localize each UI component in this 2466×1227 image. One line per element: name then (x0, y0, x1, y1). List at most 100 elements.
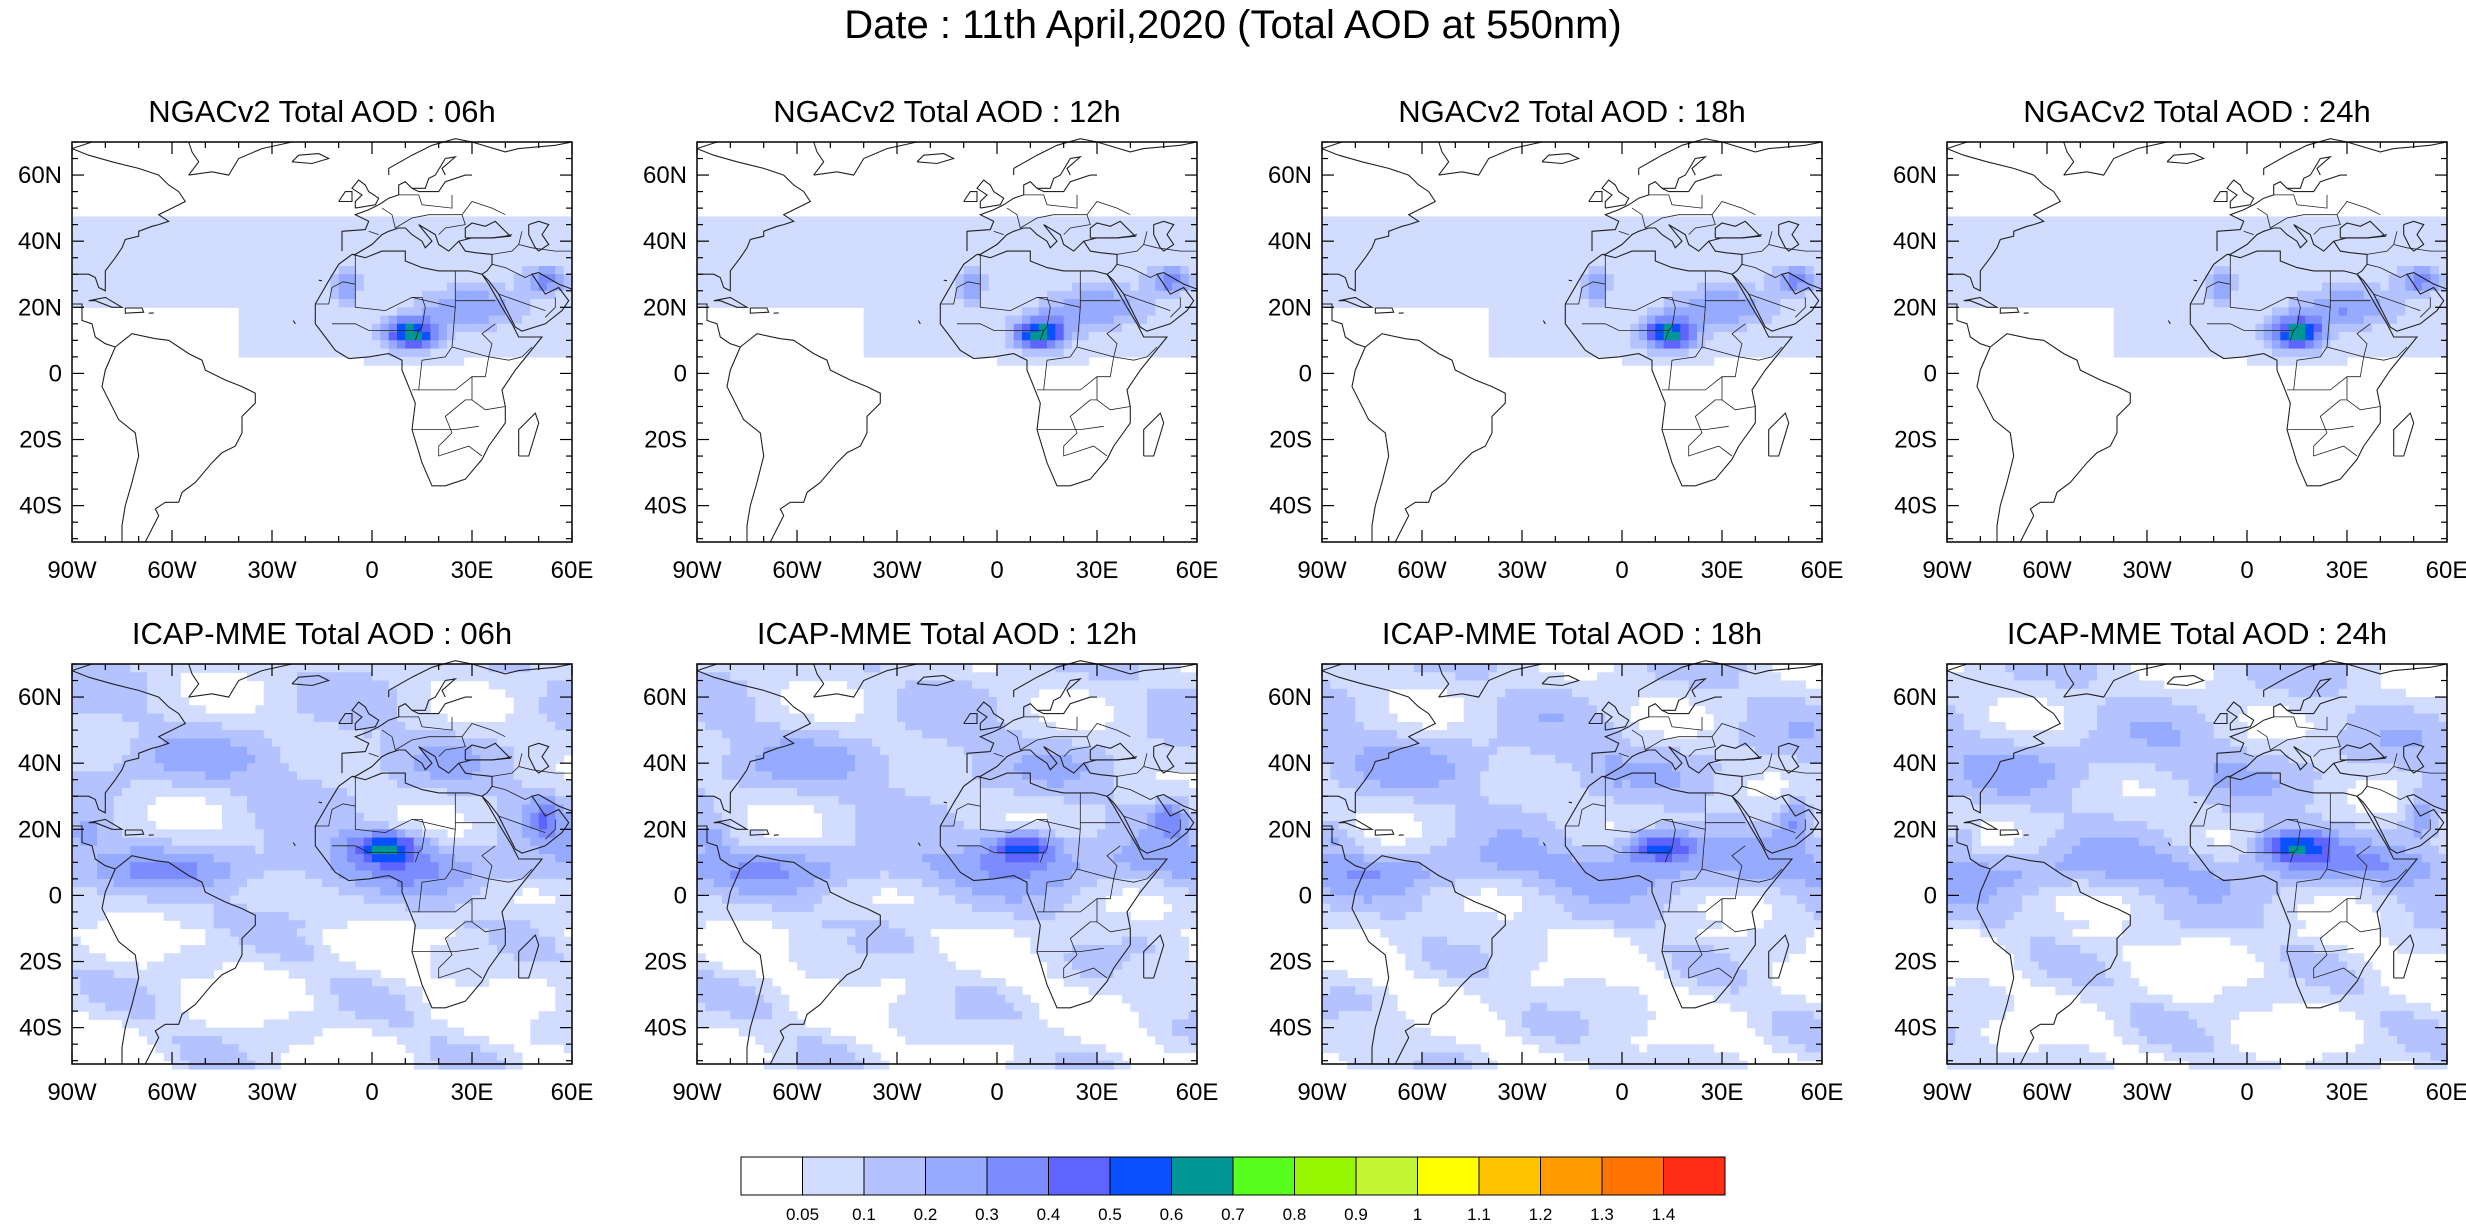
lat-tick-label: 20N (643, 816, 687, 843)
coastline (2214, 192, 2227, 202)
lon-tick-label: 30E (1701, 557, 1744, 584)
colorbar-swatch (1110, 1157, 1172, 1195)
coastline (1014, 139, 1197, 175)
lat-tick-label: 60N (1268, 162, 1312, 189)
country-border (1662, 426, 1729, 429)
lat-tick-label: 20S (1894, 949, 1937, 976)
colorbar-swatch (1418, 1157, 1480, 1195)
lat-tick-label: 20S (19, 949, 62, 976)
lon-tick-label: 90W (1922, 557, 1972, 584)
lat-tick-label: 0 (1299, 360, 1312, 387)
lat-tick-label: 0 (674, 360, 687, 387)
lat-tick-label: 60N (1268, 684, 1312, 711)
colorbar-swatch (1664, 1157, 1726, 1195)
coastline (1352, 347, 1389, 542)
lon-tick-label: 30W (872, 557, 922, 584)
country-border (1097, 400, 1130, 410)
coastline (72, 142, 92, 149)
lat-tick-label: 40N (643, 750, 687, 777)
lat-tick-label: 20N (18, 294, 62, 321)
panel-title: NGACv2 Total AOD : 12h (697, 94, 1197, 130)
lat-tick-label: 0 (1299, 882, 1312, 909)
lat-tick-label: 40S (19, 1015, 62, 1042)
lon-tick-label: 90W (1297, 557, 1347, 584)
lon-tick-label: 0 (990, 1079, 1003, 1106)
panel-title: ICAP-MME Total AOD : 12h (697, 616, 1197, 652)
lat-tick-label: 0 (1924, 360, 1937, 387)
lat-tick-label: 0 (49, 360, 62, 387)
coastline (1977, 347, 2014, 542)
coastline (189, 142, 199, 175)
lat-tick-label: 40S (1894, 493, 1937, 520)
panel-title: NGACv2 Total AOD : 18h (1322, 94, 1822, 130)
country-border (1649, 717, 1702, 730)
coastline (2000, 830, 2018, 835)
lon-tick-label: 90W (672, 557, 722, 584)
colorbar-label: 0.9 (1344, 1205, 1368, 1222)
coastline (944, 802, 947, 803)
lat-tick-label: 40N (1893, 228, 1937, 255)
colorbar-label: 0.5 (1098, 1205, 1122, 1222)
lon-tick-label: 60E (551, 557, 594, 584)
lat-tick-label: 0 (1924, 882, 1937, 909)
colorbar-label: 1.4 (1652, 1205, 1676, 1222)
colorbar-label: 1.3 (1590, 1205, 1614, 1222)
lon-tick-label: 0 (2240, 557, 2253, 584)
lat-tick-label: 60N (1893, 162, 1937, 189)
country-border (2347, 922, 2380, 932)
lat-tick-label: 20N (1268, 294, 1312, 321)
coastline (1037, 157, 1080, 188)
lon-tick-label: 30E (451, 557, 494, 584)
coastline (1375, 308, 1393, 313)
country-border (1689, 377, 1732, 456)
coastline (2264, 139, 2447, 175)
coastline (1439, 142, 1449, 175)
lon-tick-label: 30E (2326, 1079, 2369, 1106)
panel-title: NGACv2 Total AOD : 24h (1947, 94, 2447, 130)
colorbar-label: 0.05 (786, 1205, 819, 1222)
colorbar-swatch (987, 1157, 1049, 1195)
coastline (189, 142, 292, 175)
lon-tick-label: 60W (2022, 557, 2072, 584)
coastline (697, 142, 717, 149)
lon-tick-label: 0 (1615, 557, 1628, 584)
country-border (1037, 426, 1104, 429)
colorbar-label: 0.6 (1160, 1205, 1184, 1222)
colorbar-label: 0.1 (852, 1205, 876, 1222)
coastline (750, 308, 768, 313)
colorbar-swatch (1172, 1157, 1234, 1195)
lon-tick-label: 90W (672, 1079, 722, 1106)
lon-tick-label: 30E (1701, 1079, 1744, 1106)
lon-tick-label: 30E (1076, 557, 1119, 584)
country-border (1024, 195, 1077, 208)
lon-tick-label: 90W (1922, 1079, 1972, 1106)
colorbar-swatch (1049, 1157, 1111, 1195)
country-border (399, 195, 452, 208)
lat-tick-label: 40S (644, 493, 687, 520)
lon-tick-label: 0 (1615, 1079, 1628, 1106)
lon-tick-label: 60E (2426, 557, 2466, 584)
country-border (439, 377, 482, 456)
coastline (2194, 280, 2197, 281)
coastline (1947, 304, 1990, 347)
panel-title: ICAP-MME Total AOD : 18h (1322, 616, 1822, 652)
lon-tick-label: 60E (551, 1079, 594, 1106)
lon-tick-label: 30E (1076, 1079, 1119, 1106)
coastline (1602, 180, 1629, 208)
lat-tick-label: 20N (1893, 816, 1937, 843)
lat-tick-label: 40N (1268, 228, 1312, 255)
lat-tick-label: 20N (18, 816, 62, 843)
lon-tick-label: 30W (2122, 557, 2172, 584)
coastline (2194, 802, 2197, 803)
lat-tick-label: 60N (18, 162, 62, 189)
coastline (1322, 304, 1365, 347)
lon-tick-label: 0 (365, 1079, 378, 1106)
lon-tick-label: 30W (247, 1079, 297, 1106)
lat-tick-label: 60N (643, 684, 687, 711)
